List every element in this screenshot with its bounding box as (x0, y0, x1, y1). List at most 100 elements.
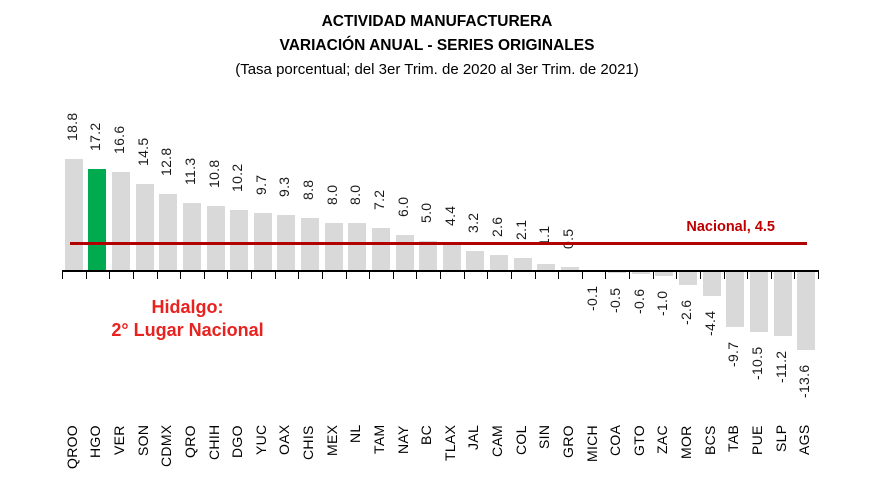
axis-tick (510, 270, 512, 279)
axis-tick (652, 270, 654, 279)
bar-ags (797, 270, 816, 351)
bar-chih (206, 206, 225, 270)
value-label-mor: -2.6 (678, 300, 695, 326)
category-label-coa: COA (607, 425, 624, 457)
axis-tick (132, 270, 134, 279)
category-label-slp: SLP (772, 425, 789, 453)
axis-tick (463, 270, 465, 279)
category-label-oax: OAX (276, 425, 293, 456)
category-label-sin: SIN (536, 425, 553, 450)
category-label-nay: NAY (394, 425, 411, 454)
bar-dgo (230, 209, 249, 270)
national-average-line (70, 242, 807, 245)
value-label-dgo: 10.2 (229, 163, 246, 192)
axis-tick (62, 270, 63, 279)
value-label-son: 14.5 (134, 137, 151, 167)
category-label-jal: JAL (465, 425, 482, 451)
chart-caption: (Tasa porcentual; del 3er Trim. de 2020 … (235, 61, 639, 78)
hidalgo-rank-annotation: Hidalgo: 2° Lugar Nacional (75, 296, 300, 342)
value-label-sin: 1.1 (536, 225, 553, 246)
category-label-tab: TAB (725, 425, 742, 453)
category-label-col: COL (512, 425, 529, 455)
axis-tick (770, 270, 772, 279)
category-label-mor: MOR (678, 425, 695, 459)
value-label-pue: -10.5 (748, 346, 765, 381)
axis-tick (676, 270, 678, 279)
axis-tick (251, 270, 252, 279)
value-label-cam: 2.6 (489, 216, 506, 237)
value-label-slp: -11.2 (772, 351, 789, 384)
value-label-mich: -0.1 (583, 285, 600, 311)
axis-tick (416, 270, 418, 279)
category-label-yuc: YUC (252, 425, 269, 456)
axis-tick (298, 270, 300, 279)
bar-mor (679, 270, 698, 286)
bar-pue (749, 270, 768, 332)
bar-yuc (253, 212, 272, 270)
bar-cdmx (159, 194, 178, 270)
value-label-tlax: 4.4 (441, 205, 458, 227)
value-label-qro: 11.3 (181, 157, 198, 186)
value-label-gro: 0.5 (559, 228, 576, 250)
value-label-tam: 7.2 (370, 189, 387, 210)
value-label-oax: 9.3 (276, 176, 293, 198)
category-label-qro: QRO (181, 425, 198, 458)
axis-tick (369, 270, 371, 279)
value-label-hgo: 17.2 (87, 122, 104, 151)
hidalgo-rank-annotation-line2: 2° Lugar Nacional (111, 320, 264, 340)
category-label-ver: VER (111, 425, 128, 455)
category-label-chis: CHIS (300, 425, 317, 460)
value-label-bcs: -4.4 (701, 310, 718, 337)
value-label-ver: 16.6 (111, 125, 128, 155)
axis-tick (274, 270, 276, 279)
category-label-ags: AGS (796, 425, 813, 456)
category-label-bc: BC (418, 425, 435, 446)
bar-qroo (64, 159, 83, 270)
category-label-son: SON (134, 425, 151, 457)
axis-tick (156, 270, 158, 279)
bar-qro (182, 203, 201, 270)
value-label-chih: 10.8 (205, 159, 222, 189)
axis-tick (345, 270, 347, 279)
bar-tlax (442, 244, 461, 270)
axis-tick (180, 270, 182, 279)
national-average-label: Nacional, 4.5 (686, 219, 775, 235)
value-label-tab: -9.7 (725, 342, 742, 368)
axis-tick (534, 270, 536, 279)
axis-tick (818, 270, 819, 279)
bar-nl (348, 222, 367, 270)
value-label-bc: 5.0 (418, 202, 435, 223)
category-label-hgo: HGO (87, 425, 104, 458)
bar-mex (324, 222, 343, 270)
axis-tick (227, 270, 229, 279)
category-label-tam: TAM (370, 425, 387, 455)
value-label-nay: 6.0 (394, 196, 411, 217)
axis-tick (747, 270, 749, 279)
category-label-nl: NL (347, 425, 364, 444)
axis-tick (605, 270, 607, 279)
value-label-col: 2.1 (512, 219, 529, 240)
axis-tick (581, 270, 583, 279)
value-label-jal: 3.2 (465, 212, 482, 234)
bar-jal (466, 251, 485, 270)
category-label-dgo: DGO (229, 425, 246, 458)
category-label-bcs: BCS (701, 425, 718, 455)
hidalgo-rank-annotation-line1: Hidalgo: (151, 297, 224, 317)
category-label-gto: GTO (630, 425, 647, 456)
value-label-gto: -0.6 (630, 288, 647, 314)
axis-tick (321, 270, 323, 279)
bar-gto (631, 270, 650, 274)
axis-tick (392, 270, 394, 279)
category-label-pue: PUE (748, 425, 765, 455)
bar-nay (395, 234, 414, 270)
value-label-zac: -1.0 (654, 290, 671, 317)
axis-tick (85, 270, 87, 279)
value-label-mex: 8.0 (323, 184, 340, 205)
bar-sin (537, 263, 556, 270)
chart-title-block: ACTIVIDAD MANUFACTURERA VARIACIÓN ANUAL … (0, 10, 874, 81)
axis-tick (109, 270, 111, 279)
category-label-gro: GRO (559, 425, 576, 458)
bar-ver (112, 172, 131, 270)
value-label-cdmx: 12.8 (158, 148, 175, 177)
axis-tick (794, 270, 796, 279)
